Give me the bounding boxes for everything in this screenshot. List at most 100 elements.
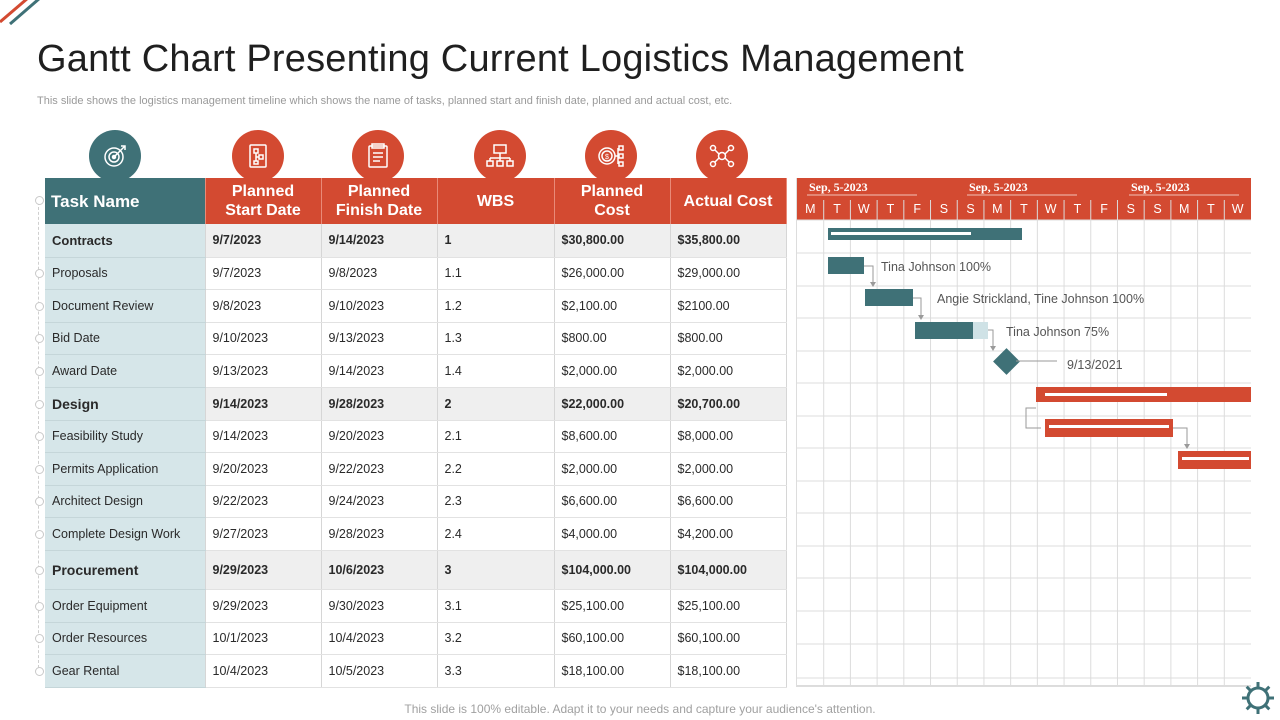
wbs-cell: 2.3	[437, 485, 555, 518]
day-label: T	[1020, 202, 1028, 216]
table-row: Order Equipment 9/29/2023 9/30/2023 3.1 $25,…	[45, 589, 787, 623]
day-label: M	[1179, 202, 1189, 216]
start-cell: 9/14/2023	[205, 387, 322, 421]
timeline-dot	[35, 601, 44, 611]
checklist-document-icon	[352, 130, 404, 182]
finish-cell: 9/24/2023	[321, 485, 438, 518]
page-subtitle: This slide shows the logistics managemen…	[37, 95, 733, 107]
connector-line	[1173, 427, 1188, 446]
start-cell: 9/29/2023	[205, 589, 322, 623]
day-label: T	[833, 202, 841, 216]
task-name-cell: Bid Date	[45, 322, 206, 355]
task-name-cell: Proposals	[45, 257, 206, 290]
finish-cell: 10/4/2023	[321, 622, 438, 655]
day-label: S	[1127, 202, 1135, 216]
day-label: S	[966, 202, 974, 216]
start-cell: 9/27/2023	[205, 517, 322, 551]
svg-text:$: $	[605, 154, 609, 161]
connector-line	[1025, 407, 1041, 429]
timeline-dot	[35, 464, 44, 474]
planned-cell: $30,800.00	[554, 224, 671, 258]
header-planned-start: Planned Start Date	[205, 178, 322, 224]
task-name-cell: Complete Design Work	[45, 517, 206, 551]
actual-cell: $2100.00	[670, 289, 787, 323]
actual-cell: $25,100.00	[670, 589, 787, 623]
wbs-cell: 2.1	[437, 420, 555, 453]
finish-cell: 9/10/2023	[321, 289, 438, 323]
task-name-cell: Procurement	[45, 550, 206, 590]
wbs-cell: 1.3	[437, 322, 555, 355]
page-title: Gantt Chart Presenting Current Logistics…	[37, 38, 964, 80]
start-cell: 10/4/2023	[205, 654, 322, 688]
gantt-annotation: Tina Johnson 100%	[881, 260, 991, 274]
connector-arrow	[990, 346, 996, 351]
day-label: S	[1153, 202, 1161, 216]
day-label: T	[887, 202, 895, 216]
timeline-dot	[35, 366, 44, 376]
task-name-cell: Order Resources	[45, 622, 206, 655]
wbs-cell: 3	[437, 550, 555, 590]
finish-cell: 10/5/2023	[321, 654, 438, 688]
gantt-bar-progress	[1045, 393, 1167, 396]
finish-cell: 10/6/2023	[321, 550, 438, 590]
table-row: Order Resources 10/1/2023 10/4/2023 3.2 $60,…	[45, 622, 787, 655]
timeline-dot	[35, 301, 44, 311]
table-row: Document Review 9/8/2023 9/10/2023 1.2 $2,10…	[45, 289, 787, 323]
actual-cell: $20,700.00	[670, 387, 787, 421]
finish-cell: 9/8/2023	[321, 257, 438, 290]
gear-icon	[1242, 682, 1274, 714]
table-row: Permits Application 9/20/2023 9/22/2023 2.2…	[45, 452, 787, 486]
task-name-cell: Order Equipment	[45, 589, 206, 623]
actual-cell: $800.00	[670, 322, 787, 355]
gantt-annotation: Tina Johnson 75%	[1006, 325, 1109, 339]
table-row: Design 9/14/2023 9/28/2023 2 $22,000.00 $20,7…	[45, 387, 787, 421]
table-row: Complete Design Work 9/27/2023 9/28/2023 2.…	[45, 517, 787, 551]
planned-cell: $18,100.00	[554, 654, 671, 688]
actual-cell: $2,000.00	[670, 452, 787, 486]
finish-cell: 9/13/2023	[321, 322, 438, 355]
week-label: Sep, 5-2023	[809, 180, 868, 194]
task-table: Task Name Planned Start Date Planned Finis…	[45, 178, 787, 688]
timeline-dot	[35, 432, 44, 441]
wbs-cell: 2	[437, 387, 555, 421]
planned-cell: $800.00	[554, 322, 671, 355]
timeline-dot	[35, 634, 44, 643]
planned-cell: $8,600.00	[554, 420, 671, 453]
actual-cell: $6,600.00	[670, 485, 787, 518]
wbs-cell: 2.2	[437, 452, 555, 486]
gantt-bar-document-review	[865, 289, 913, 306]
actual-cell: $104,000.00	[670, 550, 787, 590]
header-actual-cost: Actual Cost	[670, 178, 787, 224]
day-label: T	[1207, 202, 1215, 216]
gantt-bar-bid-remaining	[973, 322, 988, 339]
network-nodes-icon	[696, 130, 748, 182]
connector-line	[864, 265, 874, 284]
gantt-bar-progress	[1049, 425, 1169, 428]
planned-cell: $25,100.00	[554, 589, 671, 623]
actual-cell: $18,100.00	[670, 654, 787, 688]
wbs-cell: 1	[437, 224, 555, 258]
wbs-cell: 3.3	[437, 654, 555, 688]
actual-cell: $60,100.00	[670, 622, 787, 655]
actual-cell: $8,000.00	[670, 420, 787, 453]
actual-cell: $35,800.00	[670, 224, 787, 258]
timeline-dot	[35, 666, 44, 676]
finish-cell: 9/20/2023	[321, 420, 438, 453]
header-task-name: Task Name	[45, 178, 206, 224]
table-header-row: Task Name Planned Start Date Planned Finis…	[45, 178, 787, 224]
corner-accent	[0, 0, 40, 26]
week-label: Sep, 5-2023	[1131, 180, 1190, 194]
start-cell: 9/10/2023	[205, 322, 322, 355]
day-label: F	[1100, 202, 1108, 216]
table-row: Contracts 9/7/2023 9/14/2023 1 $30,800.00 $35…	[45, 224, 787, 258]
timeline-dot	[35, 334, 44, 343]
week-label: Sep, 5-2023	[969, 180, 1028, 194]
dollar-coin-network-icon: $	[585, 130, 637, 182]
planned-cell: $22,000.00	[554, 387, 671, 421]
flowchart-document-icon	[232, 130, 284, 182]
start-cell: 9/29/2023	[205, 550, 322, 590]
task-name-cell: Document Review	[45, 289, 206, 323]
connector-arrow	[918, 315, 924, 320]
wbs-cell: 1.1	[437, 257, 555, 290]
header-planned-cost: Planned Cost	[554, 178, 671, 224]
